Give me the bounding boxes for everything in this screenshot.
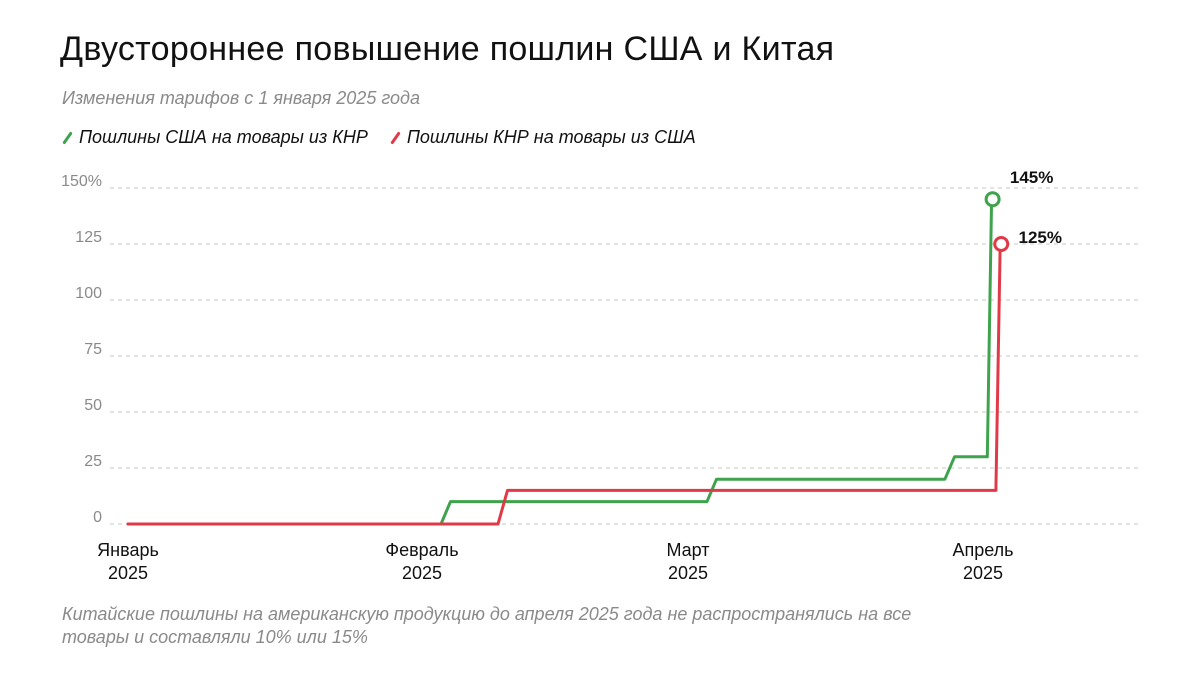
series-line-0 — [126, 197, 994, 526]
legend-label-us: Пошлины США на товары из КНР — [79, 127, 368, 147]
series-end-label-0: 145% — [1010, 168, 1053, 187]
y-tick-label-25: 25 — [84, 453, 102, 470]
legend-item-cn: Пошлины КНР на товары из США — [388, 127, 696, 148]
x-tick-label-2-0: Март — [666, 540, 709, 560]
y-tick-label-100: 100 — [75, 285, 102, 302]
y-tick-label-150: 150% — [61, 173, 102, 190]
series-line-1 — [126, 242, 1002, 526]
x-tick-label-1-1: 2025 — [402, 563, 442, 583]
x-tick-label-1-0: Февраль — [385, 540, 458, 560]
chart-title: Двустороннее повышение пошлин США и Кита… — [60, 30, 835, 68]
y-tick-label-75: 75 — [84, 341, 102, 358]
chart-subtitle: Изменения тарифов с 1 января 2025 года — [62, 88, 420, 108]
x-tick-label-3-0: Апрель — [952, 540, 1013, 560]
x-tick-label-3-1: 2025 — [963, 563, 1003, 583]
chart-footnote: Китайские пошлины на американскую продук… — [62, 604, 912, 647]
legend: Пошлины США на товары из КНР Пошлины КНР… — [60, 127, 696, 148]
legend-label-cn: Пошлины КНР на товары из США — [406, 127, 696, 147]
series-end-label-1: 125% — [1018, 228, 1061, 247]
x-tick-label-2-1: 2025 — [668, 563, 708, 583]
x-tick-label-0-0: Январь — [97, 540, 159, 560]
legend-item-us: Пошлины США на товары из КНР — [60, 127, 368, 148]
series-end-marker-0 — [984, 191, 1001, 208]
x-tick-label-0-1: 2025 — [108, 563, 148, 583]
series-end-marker-1 — [993, 236, 1010, 252]
y-tick-label-0: 0 — [93, 509, 102, 526]
y-tick-label-125: 125 — [75, 229, 102, 246]
y-tick-label-50: 50 — [84, 397, 102, 414]
